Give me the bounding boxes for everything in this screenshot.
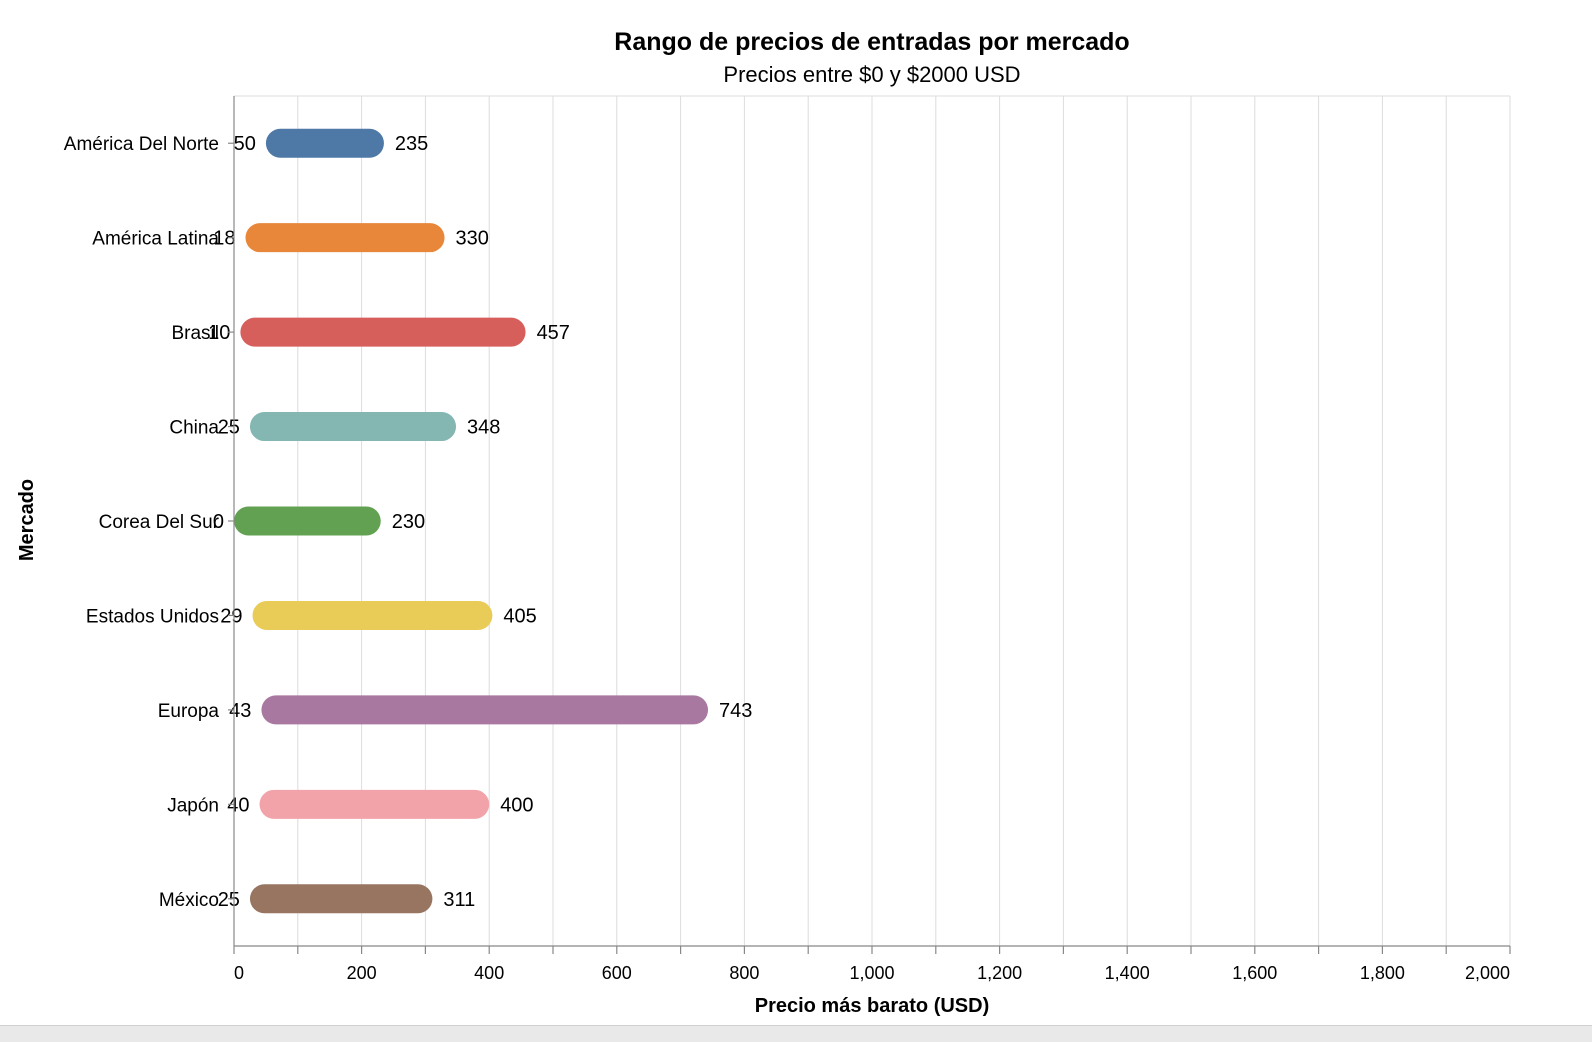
x-tick-label: 1,600 <box>1232 963 1277 983</box>
y-category-label: China <box>169 418 219 439</box>
x-tick-label: 400 <box>474 963 504 983</box>
y-category-label: América Latina <box>92 229 219 250</box>
max-value-label: 457 <box>537 322 570 344</box>
grid-lines <box>233 95 1511 946</box>
x-tick-label: 1,200 <box>977 963 1022 983</box>
max-value-label: 330 <box>456 228 489 250</box>
range-bar <box>249 412 457 442</box>
y-category-label: México <box>159 890 219 911</box>
range-bar <box>234 506 381 536</box>
x-tick-label: 2,000 <box>1465 963 1510 983</box>
max-value-label: 230 <box>392 511 425 533</box>
max-value-label: 400 <box>500 794 533 816</box>
range-bar <box>249 884 433 914</box>
min-value-label: 43 <box>229 700 251 722</box>
x-tick-label: 1,000 <box>849 963 894 983</box>
range-bar <box>265 128 384 158</box>
y-category-label: Brasil <box>171 323 219 344</box>
range-bar <box>261 695 709 725</box>
min-value-label: 0 <box>213 511 224 533</box>
axes-group: 0 200 400 600 800 1,000 1,200 1,400 1,600 1,800 2,… <box>64 96 1511 983</box>
max-value-label: 311 <box>443 889 475 911</box>
x-tick-label: 1,400 <box>1105 963 1150 983</box>
min-value-label: 25 <box>218 889 240 911</box>
min-value-label: 40 <box>227 794 249 816</box>
min-value-label: 50 <box>234 133 256 155</box>
y-category-label: América Del Norte <box>64 134 219 155</box>
y-axis-title: Mercado <box>16 479 38 561</box>
x-axis-title: Precio más barato (USD) <box>755 995 990 1017</box>
max-value-label: 743 <box>719 700 752 722</box>
min-value-label: 25 <box>218 417 240 439</box>
chart-subtitle: Precios entre $0 y $2000 USD <box>723 62 1020 87</box>
x-tick-label: 200 <box>347 963 377 983</box>
range-bar <box>245 223 445 253</box>
bars-group: 50 235 18 330 10 457 25 348 0 230 29 405 43 743 40 400 2… <box>208 128 752 914</box>
y-category-label: Corea Del Sur <box>99 512 220 533</box>
min-value-label: 18 <box>213 228 235 250</box>
x-tick-label: 1,800 <box>1360 963 1405 983</box>
x-tick-label: 600 <box>602 963 632 983</box>
range-bar <box>240 317 526 347</box>
max-value-label: 235 <box>395 133 428 155</box>
bottom-scrollbar-strip <box>0 1025 1592 1042</box>
y-category-label: Europa <box>158 701 220 722</box>
y-category-label: Estados Unidos <box>86 606 219 627</box>
x-tick-label: 800 <box>729 963 759 983</box>
min-value-label: 10 <box>208 322 230 344</box>
chart-title: Rango de precios de entradas por mercado <box>614 28 1129 56</box>
max-value-label: 405 <box>503 605 536 627</box>
y-category-label: Japón <box>167 795 219 816</box>
x-tick-label: 0 <box>234 963 244 983</box>
min-value-label: 29 <box>220 605 242 627</box>
max-value-label: 348 <box>467 417 500 439</box>
range-bar <box>259 789 490 819</box>
range-bar <box>252 600 493 630</box>
